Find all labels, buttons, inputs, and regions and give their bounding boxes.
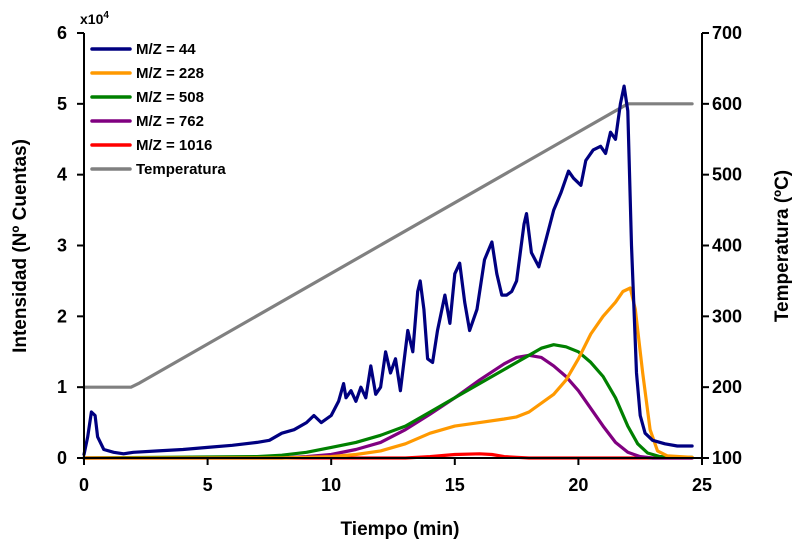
legend-label-5: Temperatura (136, 161, 226, 178)
legend-label-3: M/Z = 762 (136, 113, 204, 130)
y-axis-title: Intensidad (Nº Cuentas) (10, 139, 31, 353)
series-line-0 (82, 84, 694, 457)
legend-label-4: M/Z = 1016 (136, 137, 212, 154)
y-tick-label: 5 (57, 94, 67, 114)
axes-layer: 0 5 10 15 20 25 0 1 2 3 4 5 6 100 200 300 400 500 600 700 (57, 23, 742, 495)
series-line-2 (82, 343, 694, 460)
x-tick-label: 10 (321, 475, 341, 495)
series-line-3 (82, 353, 694, 460)
y2-tick-label: 500 (712, 165, 742, 185)
x-tick-label: 15 (445, 475, 465, 495)
series-line-5 (82, 102, 694, 389)
x-tick-label: 20 (568, 475, 588, 495)
chart-legend: M/Z = 44 M/Z = 228 M/Z = 508 M/Z = 762 M/Z =… (90, 41, 226, 178)
y-tick-label: 1 (57, 377, 67, 397)
y-tick-label: 4 (57, 165, 67, 185)
y2-tick-label: 600 (712, 94, 742, 114)
legend-label-1: M/Z = 228 (136, 65, 204, 82)
y2-tick-label: 200 (712, 377, 742, 397)
y-axis-multiplier: x104 (80, 10, 109, 27)
x-tick-label: 25 (692, 475, 712, 495)
x-tick-label: 5 (203, 475, 213, 495)
y-tick-label: 0 (57, 448, 67, 468)
y-tick-label: 6 (57, 23, 67, 43)
y2-axis-title: Temperatura (ºC) (772, 170, 793, 322)
y2-tick-label: 700 (712, 23, 742, 43)
legend-label-2: M/Z = 508 (136, 89, 204, 106)
y2-tick-label: 300 (712, 306, 742, 326)
y-tick-label: 3 (57, 236, 67, 256)
y2-tick-label: 400 (712, 236, 742, 256)
y2-tick-label: 100 (712, 448, 742, 468)
x-tick-label: 0 (79, 475, 89, 495)
x-axis-title: Tiempo (min) (341, 519, 460, 540)
legend-label-0: M/Z = 44 (136, 41, 196, 58)
series-line-1 (82, 286, 694, 460)
y-tick-label: 2 (57, 306, 67, 326)
